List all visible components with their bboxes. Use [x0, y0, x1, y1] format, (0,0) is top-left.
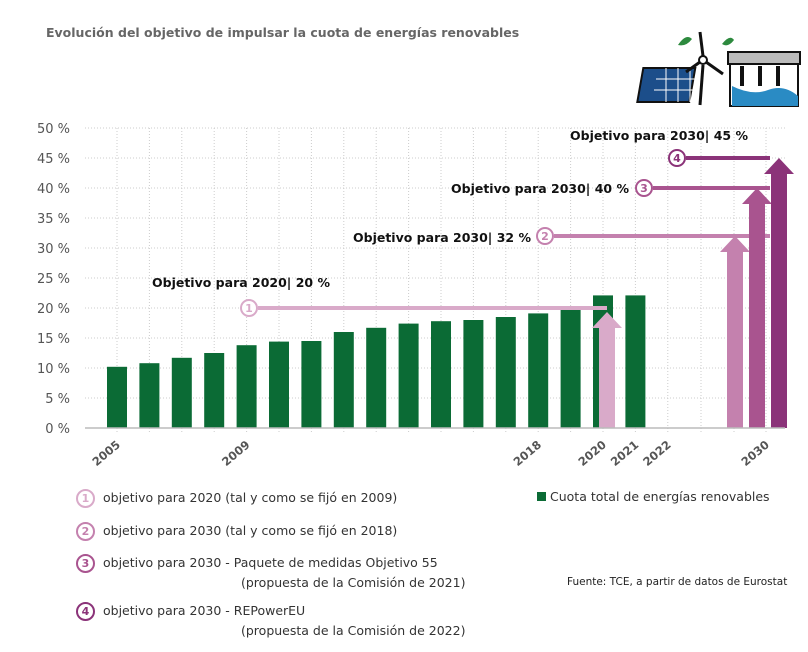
x-tick-label: 2018 [511, 438, 545, 469]
x-tick-label: 2005 [89, 438, 123, 469]
target-4-label: Objetivo para 2030| 45 % [570, 128, 748, 143]
target-1-circle [240, 299, 258, 317]
y-tick-label: 50 % [37, 122, 70, 137]
renewables-icon [636, 31, 801, 107]
target-1-label: Objetivo para 2020| 20 % [152, 275, 330, 290]
target-legend-3: 3 objetivo para 2030 - Paquete de medidas… [76, 554, 465, 590]
y-tick-label: 30 % [37, 242, 70, 257]
y-tick-label: 15 % [37, 332, 70, 347]
target-4-text: objetivo para 2030 - REPowerEU [103, 603, 306, 618]
bar-2017 [495, 317, 516, 428]
bar-2012 [333, 332, 354, 428]
target-4-arrow [764, 158, 794, 428]
target-1-arrow [592, 312, 622, 428]
chart-title: Evolución del objetivo de impulsar la cu… [46, 25, 519, 40]
bar-2019 [560, 308, 581, 428]
target-3-sub: (propuesta de la Comisión de 2021) [241, 575, 466, 590]
bar-2010 [269, 341, 289, 428]
x-tick-label: 2021 [608, 438, 642, 469]
target-2-text: objetivo para 2030 (tal y como se fijó e… [103, 523, 398, 538]
bar-2014 [398, 323, 419, 428]
target-legend-1: 1 objetivo para 2020 (tal y como se fijó … [76, 489, 397, 508]
bar-2006 [139, 363, 160, 428]
y-axis: 0 % 5 % 10 % 15 % 20 % 25 % 30 % 35 % 40 % 45 % 50… [37, 122, 785, 437]
bar-2007 [171, 357, 192, 428]
target-2-circle [536, 227, 554, 245]
target-1-icon: 1 [76, 489, 95, 508]
bar-2011 [301, 341, 322, 428]
target-legend-4: 4 objetivo para 2030 - REPowerEU (propues… [76, 602, 465, 638]
target-2-label: Objetivo para 2030| 32 % [353, 230, 531, 245]
y-tick-label: 0 % [45, 422, 70, 437]
x-tick-label: 2022 [640, 438, 674, 469]
legend-series-label: Cuota total de energías renovables [550, 489, 770, 504]
target-3-arrow [742, 188, 772, 428]
x-tick-label: 2009 [219, 438, 253, 469]
source-note: Fuente: TCE, a partir de datos de Eurost… [567, 576, 788, 588]
target-4-number: 4 [673, 152, 681, 165]
target-3-text: objetivo para 2030 - Paquete de medidas … [103, 555, 438, 570]
target-4-sub: (propuesta de la Comisión de 2022) [241, 623, 466, 638]
y-tick-label: 45 % [37, 152, 70, 167]
y-tick-label: 40 % [37, 182, 70, 197]
bar-2008 [204, 353, 225, 428]
target-1-number: 1 [245, 302, 253, 315]
target-3-icon: 3 [76, 554, 95, 573]
x-tick-label: 2020 [575, 438, 609, 469]
target-3-circle [635, 179, 653, 197]
y-tick-label: 35 % [37, 212, 70, 227]
target-2-icon: 2 [76, 522, 95, 541]
target-legend-2: 2 objetivo para 2030 (tal y como se fijó … [76, 522, 397, 541]
target-2-number: 2 [541, 230, 549, 243]
target-3-number: 3 [640, 182, 648, 195]
bar-2015 [431, 321, 451, 428]
series-legend: Cuota total de energías renovables [537, 489, 770, 504]
y-tick-label: 10 % [37, 362, 70, 377]
targets: 1 Objetivo para 2020| 20 % 2 Objetivo para … [152, 128, 794, 428]
target-3-label: Objetivo para 2030| 40 % [451, 181, 629, 196]
y-tick-label: 20 % [37, 302, 70, 317]
target-1-text: objetivo para 2020 (tal y como se fijó e… [103, 490, 398, 505]
bar-2013 [366, 327, 387, 428]
bar-2005 [107, 366, 127, 428]
y-tick-label: 25 % [37, 272, 70, 287]
target-4-circle [668, 149, 686, 167]
target-2-arrow [720, 236, 750, 428]
y-tick-label: 5 % [45, 392, 70, 407]
bars [107, 295, 646, 428]
bar-2009 [236, 345, 257, 428]
x-tick-label: 2030 [738, 438, 772, 469]
legend-swatch [537, 492, 546, 501]
bar-2016 [463, 320, 484, 428]
bar-2018 [528, 313, 549, 428]
bar-2021 [625, 295, 646, 428]
target-4-icon: 4 [76, 602, 95, 621]
